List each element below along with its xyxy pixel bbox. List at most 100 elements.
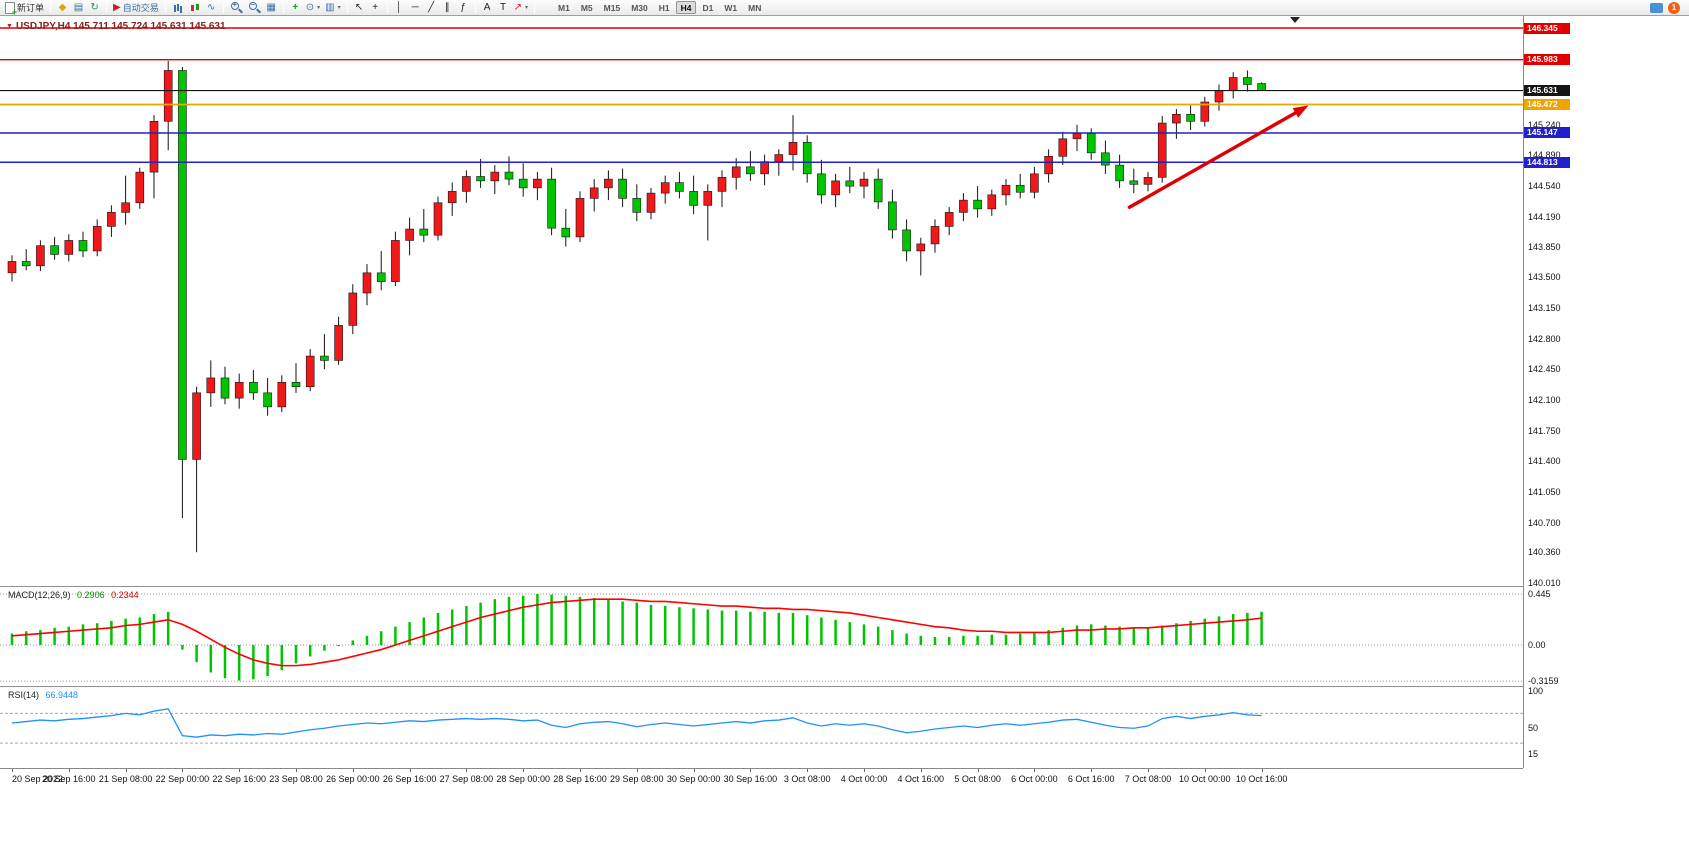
time-tick-mark — [1204, 769, 1206, 772]
time-tick-label: 5 Oct 08:00 — [954, 774, 1001, 784]
time-tick-mark — [523, 769, 525, 772]
timeframe-m15[interactable]: M15 — [603, 3, 621, 13]
time-tick-mark — [1148, 769, 1149, 772]
line-chart-button[interactable]: ∿ — [204, 1, 219, 15]
time-tick-mark — [352, 769, 354, 772]
timeframe-m5[interactable]: M5 — [580, 3, 593, 13]
timeframe-m30[interactable]: M30 — [631, 3, 648, 13]
toolbar-separator — [50, 2, 52, 13]
trend-arrow-head[interactable] — [1292, 105, 1309, 118]
bear-candle — [78, 240, 88, 252]
chart-shift-marker[interactable] — [1290, 17, 1300, 23]
data-window-button[interactable]: ▤ — [71, 1, 86, 15]
bull-candle — [660, 182, 670, 194]
bear-candle — [618, 178, 627, 199]
fibonacci-button[interactable]: ƒ — [456, 1, 471, 15]
templates-button[interactable]: ▥ ▾ — [323, 1, 342, 15]
bear-candle — [249, 382, 258, 394]
price-tick-label: 144.890 — [1528, 150, 1561, 161]
bear-candle — [518, 178, 528, 189]
bear-candle — [873, 178, 883, 203]
timeframe-w1[interactable]: W1 — [724, 3, 738, 13]
bull-candle — [334, 325, 343, 361]
rsi-panel-separator[interactable] — [0, 686, 1523, 687]
time-tick-mark — [409, 769, 411, 772]
trendline-button[interactable]: ╱ — [424, 1, 439, 15]
indicators-button[interactable]: + — [288, 1, 303, 15]
vertical-line-button[interactable]: │ — [392, 1, 407, 15]
time-tick-label: 29 Sep 08:00 — [610, 774, 664, 784]
data-window-icon: ▤ — [73, 1, 84, 13]
bull-candle — [1228, 77, 1238, 91]
zoom-in-button[interactable]: + — [228, 1, 245, 15]
rsi-label: RSI(14) 66.9448 — [8, 690, 78, 700]
bull-candle — [234, 382, 244, 399]
chart-title-text: USDJPY,H4 145.711 145.724 145.631 145.63… — [15, 21, 226, 32]
time-tick-mark — [68, 769, 70, 772]
price-axis[interactable]: 145.240 144.890 144.540 144.190 143.850 143.5… — [1523, 16, 1613, 768]
bull-candle — [930, 226, 940, 245]
bear-candle — [689, 191, 698, 206]
cursor-button[interactable]: ↖ — [352, 1, 367, 15]
arrows-button[interactable]: ↗ ▾ — [512, 1, 530, 15]
zoom-out-button[interactable]: − — [246, 1, 263, 15]
horizontal-line-button[interactable]: ─ — [408, 1, 423, 15]
one-click-trading-icon[interactable]: ▼ — [6, 23, 13, 30]
bull-candle — [916, 243, 926, 252]
text-label-button[interactable]: T — [496, 1, 511, 15]
toolbar-separator — [346, 2, 348, 13]
bear-candle — [1257, 83, 1266, 91]
dropdown-arrow-icon: ▾ — [525, 5, 529, 11]
crosshair-icon: + — [372, 1, 379, 13]
bull-candle — [589, 187, 599, 199]
timeframe-m1[interactable]: M1 — [558, 3, 570, 13]
timeframe-h1[interactable]: H1 — [658, 3, 670, 13]
trendline-icon: ╱ — [428, 1, 435, 13]
tile-windows-button[interactable]: ▦ — [264, 1, 279, 15]
macd-panel-separator[interactable] — [0, 586, 1523, 587]
channel-button[interactable]: ∥ — [440, 1, 455, 15]
bear-candle — [817, 173, 826, 196]
text-button[interactable]: A — [480, 1, 495, 15]
notification-badge[interactable]: 1 — [1668, 1, 1680, 14]
price-chart-canvas[interactable] — [0, 16, 1523, 586]
trend-arrow-line[interactable] — [1127, 108, 1301, 210]
time-tick-label: 10 Oct 16:00 — [1235, 774, 1288, 784]
main-toolbar: + 新订单 ◆ ▤ ↻ ▶ 自动交易 ∿ + − ▦ + ⊙ ▾ ▥ ▾ ↖ + │ ─ ╱ ∥ ƒ A T ↗ ▾ M1 M5 M15 M… — [0, 0, 1689, 16]
time-tick-label: 28 Sep 00:00 — [496, 774, 550, 784]
time-tick-label: 26 Sep 16:00 — [382, 774, 437, 784]
bull-candle — [405, 228, 414, 241]
crosshair-button[interactable]: + — [368, 1, 383, 15]
bear-candle — [973, 199, 982, 210]
timeframe-mn[interactable]: MN — [748, 3, 762, 13]
bull-candle — [447, 191, 457, 204]
timeframe-d1[interactable]: D1 — [702, 3, 714, 13]
navigator-button[interactable]: ↻ — [87, 1, 102, 15]
time-tick-label: 30 Sep 00:00 — [666, 774, 721, 784]
bear-candle — [675, 182, 684, 192]
price-level-badge: 146.345 — [1524, 22, 1570, 34]
toolbar-separator — [386, 2, 388, 13]
new-order-button[interactable]: + 新订单 — [3, 1, 46, 16]
rsi-panel-canvas[interactable] — [0, 688, 1523, 768]
chat-icon[interactable] — [1650, 2, 1663, 13]
candles-chart-button[interactable] — [187, 1, 203, 15]
bull-candle — [760, 161, 769, 175]
bars-chart-button[interactable] — [170, 1, 186, 15]
price-tick-label: 142.800 — [1528, 333, 1561, 344]
periods-button[interactable]: ⊙ ▾ — [304, 1, 322, 15]
time-tick-mark — [1091, 769, 1093, 772]
bear-candle — [802, 142, 812, 175]
bull-candle — [1172, 113, 1181, 124]
toolbar-separator — [534, 2, 536, 13]
autotrade-button[interactable]: ▶ 自动交易 — [111, 1, 161, 15]
market-watch-button[interactable]: ◆ — [55, 1, 70, 15]
time-tick-mark — [182, 769, 184, 772]
time-axis[interactable]: 20 Sep 2022 20 Sep 16:00 21 Sep 08:00 22 Se… — [0, 768, 1523, 788]
bull-candle — [788, 142, 798, 155]
bear-candle — [1101, 152, 1110, 166]
timeframe-h4[interactable]: H4 — [675, 1, 697, 14]
macd-panel-canvas[interactable] — [0, 588, 1523, 685]
time-tick-mark — [125, 769, 127, 772]
bull-candle — [604, 178, 613, 189]
